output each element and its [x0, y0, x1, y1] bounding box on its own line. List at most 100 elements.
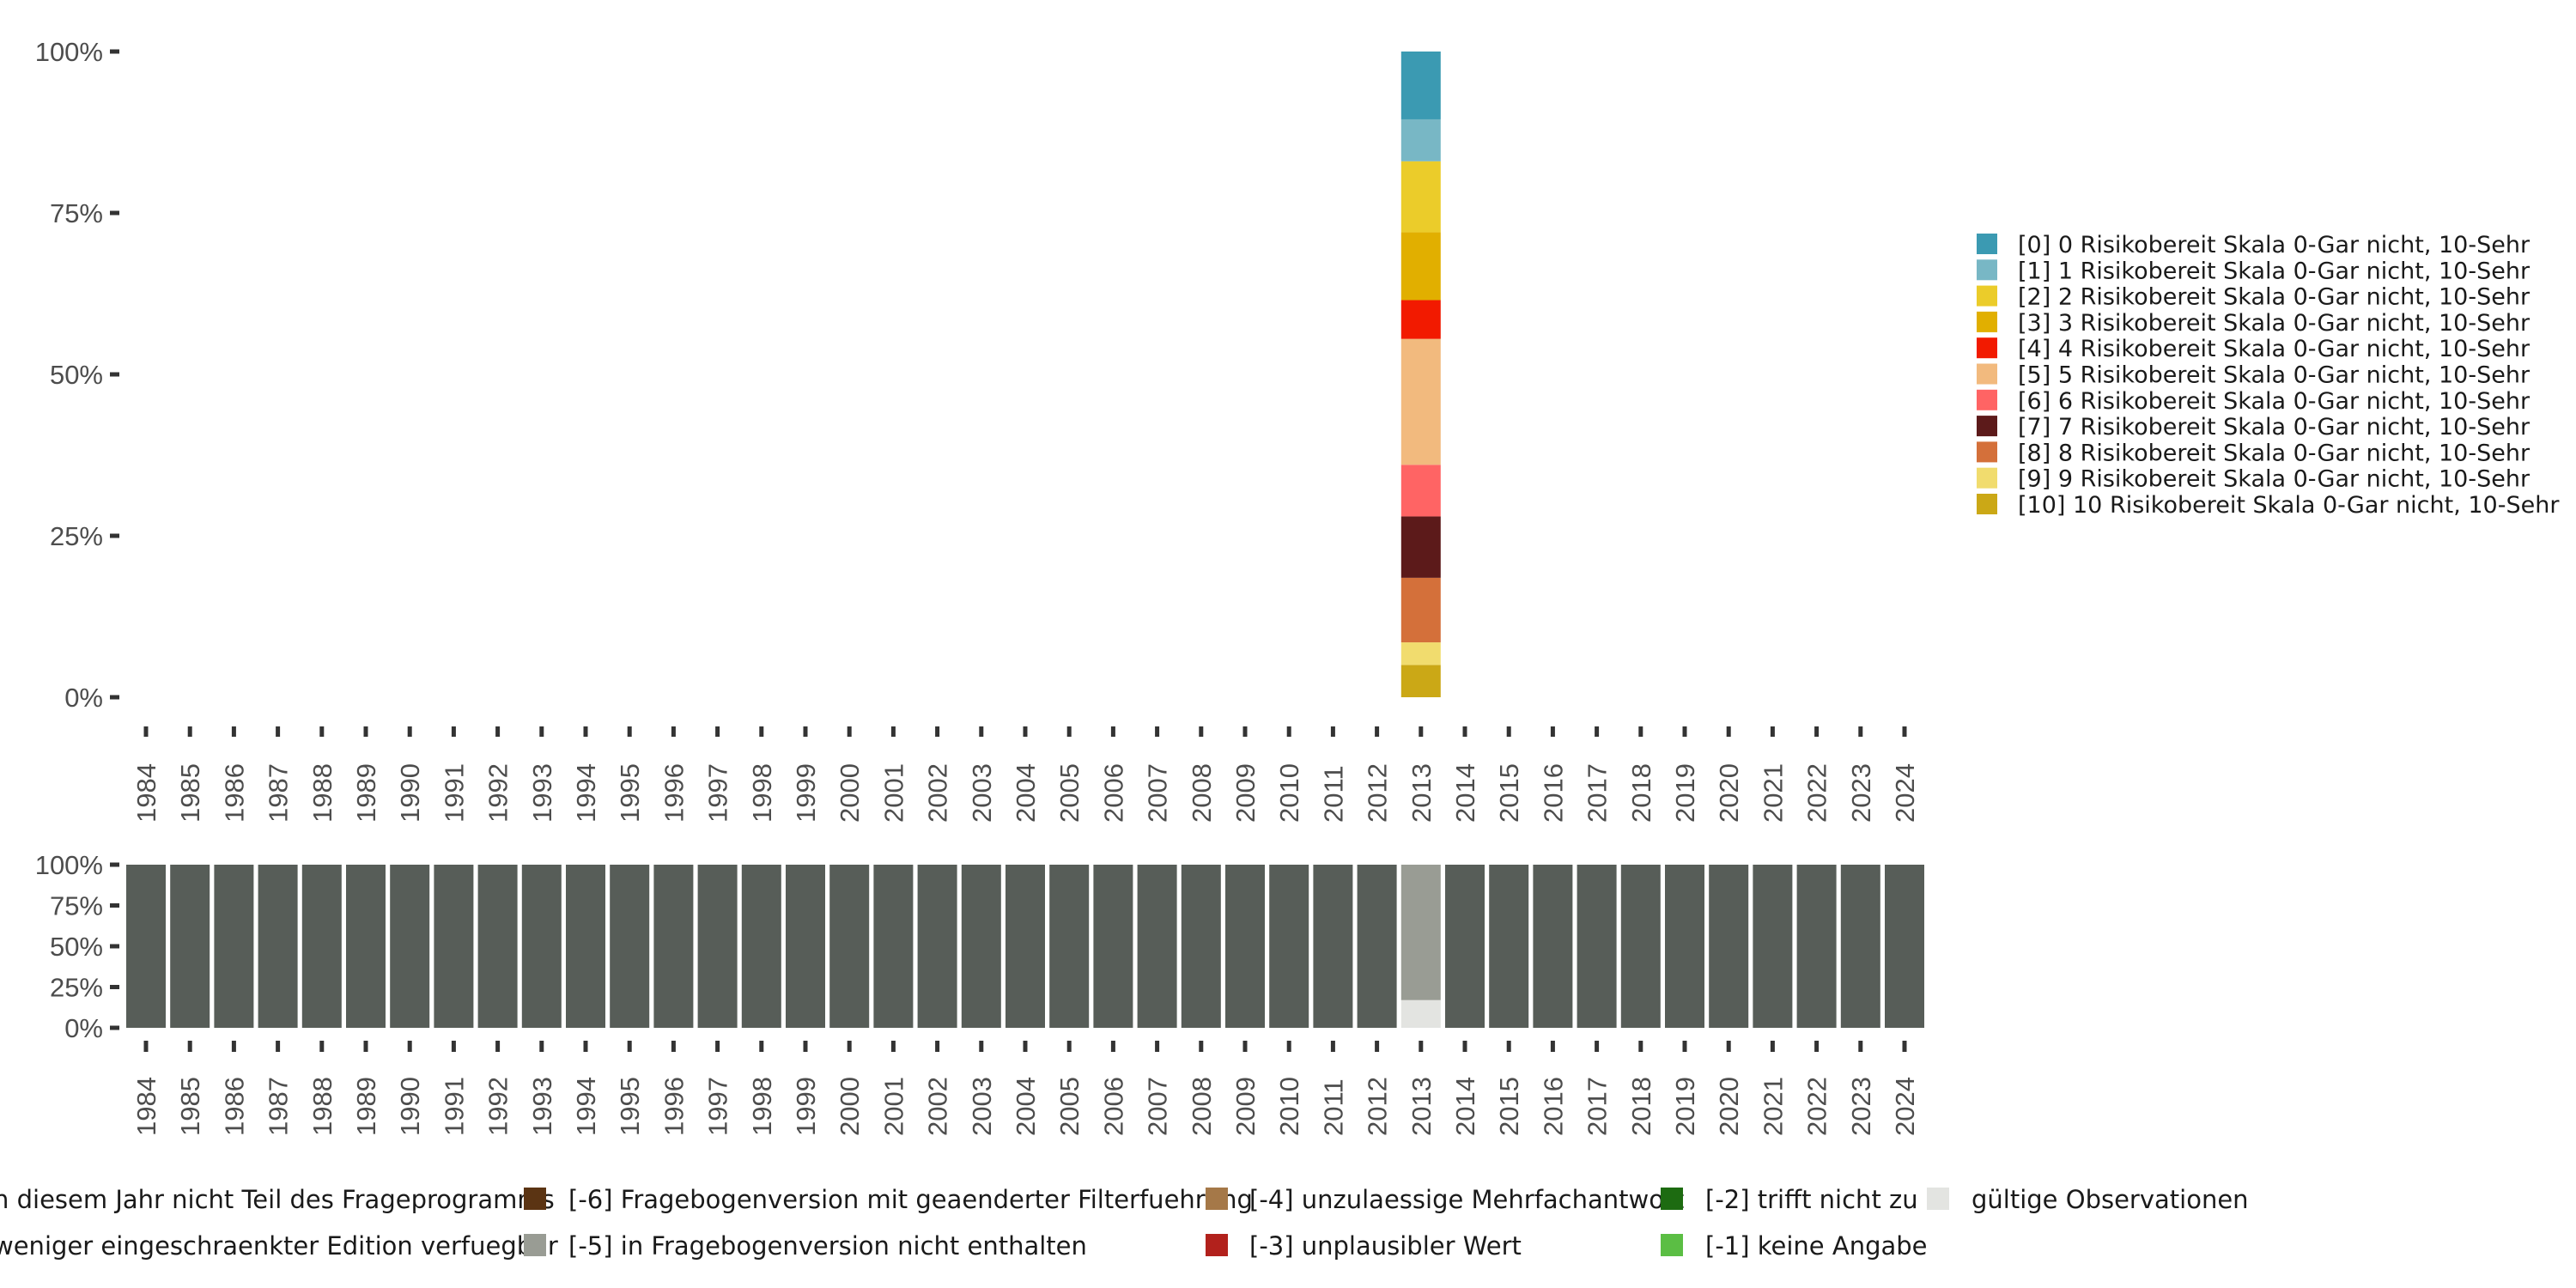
top-x-tick-label: 1996: [659, 763, 689, 823]
bottom-bar-segment: [1840, 865, 1880, 1028]
legend-swatch: [1977, 389, 1997, 410]
bottom-x-tick-label: 2001: [878, 1077, 908, 1136]
bottom-x-tick-label: 1990: [395, 1077, 425, 1136]
bottom-bar-segment: [390, 865, 430, 1028]
top-x-tick-label: 1988: [307, 763, 337, 823]
legend-label: [4] 4 Risikobereit Skala 0-Gar nicht, 10…: [2018, 336, 2530, 362]
bottom-x-tick-label: 2015: [1494, 1077, 1524, 1136]
legend-label: gültige Observationen: [1971, 1185, 2249, 1214]
top-bar-segment: [1400, 642, 1441, 665]
top-x-tick-label: 2001: [878, 763, 908, 823]
bottom-x-tick-label: 1996: [659, 1077, 689, 1136]
top-x-tick-label: 2002: [923, 763, 953, 823]
legend-swatch: [1661, 1234, 1683, 1256]
bottom-x-tick-label: 2004: [1011, 1077, 1041, 1136]
bottom-x-tick-label: 1999: [791, 1077, 821, 1136]
bottom-bar-segment: [697, 865, 738, 1028]
legend-swatch: [1927, 1188, 1949, 1210]
bottom-x-tick-label: 2013: [1406, 1077, 1437, 1136]
legend-swatch: [1206, 1188, 1228, 1210]
top-x-tick-label: 2020: [1714, 763, 1744, 823]
top-x-tick-label: 2004: [1011, 763, 1041, 823]
top-x-tick-label: 2013: [1406, 763, 1437, 823]
bottom-bar-segment: [610, 865, 650, 1028]
top-x-tick-label: 1992: [483, 763, 513, 823]
bottom-bar-segment: [961, 865, 1001, 1028]
top-bar-segment: [1400, 161, 1441, 233]
bottom-bar-segment: [1533, 865, 1573, 1028]
top-x-tick-label: 1985: [175, 763, 205, 823]
top-legend: [0] 0 Risikobereit Skala 0-Gar nicht, 10…: [1977, 232, 2560, 519]
bottom-x-tick-label: 1992: [483, 1077, 513, 1136]
legend-label: [0] 0 Risikobereit Skala 0-Gar nicht, 10…: [2018, 232, 2530, 258]
bottom-bar-segment: [1665, 865, 1704, 1028]
top-x-tick-label: 2023: [1846, 763, 1876, 823]
top-bar-segment: [1400, 665, 1441, 697]
bottom-y-tick-label: 50%: [50, 932, 103, 962]
bottom-bar-segment: [477, 865, 518, 1028]
bottom-bar-segment: [346, 865, 386, 1028]
bottom-x-tick-label: 2020: [1714, 1077, 1744, 1136]
bottom-x-tick-label: 2011: [1318, 1078, 1348, 1136]
bottom-x-tick-label: 2023: [1846, 1077, 1876, 1136]
bottom-bar-segment: [1093, 865, 1133, 1028]
legend-swatch: [1977, 416, 1997, 437]
bottom-x-tick-label: 2009: [1230, 1077, 1261, 1136]
legend-label: [3] 3 Risikobereit Skala 0-Gar nicht, 10…: [2018, 310, 2530, 337]
bottom-x-tick-label: 1994: [571, 1077, 601, 1136]
top-x-tick-label: 1990: [395, 763, 425, 823]
bottom-bar-segment: [1445, 865, 1485, 1028]
top-bar-segment: [1400, 516, 1441, 578]
top-chart: 0% 25% 50% 75% 100% 1984 1985 1986 1987 1988 1989 1…: [35, 37, 1920, 823]
bottom-chart: 0% 25% 50% 75% 100% 1984 1985 1986 1987 1988 1989 1…: [35, 850, 1924, 1136]
bottom-bar-segment: [1049, 865, 1090, 1028]
top-x-tick-label: 2006: [1098, 763, 1128, 823]
top-x-tick-label: 1997: [703, 763, 733, 823]
top-x-tick-label: 2014: [1450, 763, 1480, 823]
top-x-tick-label: 2024: [1890, 763, 1920, 823]
top-x-tick-label: 1991: [439, 763, 469, 823]
legend-label: [-6] Fragebogenversion mit geaenderter F…: [568, 1185, 1253, 1214]
legend-label: n diesem Jahr nicht Teil des Frageprogra…: [0, 1185, 555, 1214]
bottom-legend: n diesem Jahr nicht Teil des Frageprogra…: [0, 1185, 2249, 1261]
bottom-bar-segment: [1313, 865, 1353, 1028]
bottom-x-tick-label: 2007: [1143, 1077, 1173, 1136]
legend-label: weniger eingeschraenkter Edition verfueg…: [0, 1231, 558, 1261]
top-y-tick-label: 75%: [50, 198, 103, 228]
bottom-bar-segment: [214, 865, 254, 1028]
top-x-tick-label: 2018: [1626, 763, 1656, 823]
top-x-tick-label: 2011: [1318, 765, 1348, 823]
bottom-x-tick-label: 1997: [703, 1077, 733, 1136]
bottom-x-tick-label: 1989: [351, 1077, 381, 1136]
bottom-bar-segment: [170, 865, 210, 1028]
bottom-bar-segment: [1885, 865, 1924, 1028]
bottom-bar-segment: [1620, 865, 1661, 1028]
top-bar-segment: [1400, 465, 1441, 517]
top-x-tick-label: 2009: [1230, 763, 1261, 823]
bottom-bar-segment: [521, 865, 562, 1028]
bottom-x-tick-label: 2005: [1054, 1077, 1084, 1136]
bottom-x-tick-label: 2003: [967, 1077, 997, 1136]
top-x-tick-label: 2021: [1758, 763, 1788, 823]
legend-swatch: [1661, 1188, 1683, 1210]
legend-label: [2] 2 Risikobereit Skala 0-Gar nicht, 10…: [2018, 284, 2530, 311]
bottom-bar-segment: [1577, 865, 1617, 1028]
bottom-bar-segment: [126, 865, 166, 1028]
bottom-bar-segment: [1796, 865, 1837, 1028]
legend-label: [-2] trifft nicht zu: [1705, 1185, 1918, 1214]
bottom-bar-segment: [1225, 865, 1265, 1028]
legend-label: [-4] unzulaessige Mehrfachantwort: [1249, 1185, 1684, 1214]
legend-label: [6] 6 Risikobereit Skala 0-Gar nicht, 10…: [2018, 388, 2530, 415]
legend-swatch: [1977, 234, 1997, 254]
top-x-tick-label: 1998: [747, 763, 777, 823]
bottom-y-tick-label: 0%: [64, 1013, 103, 1043]
top-x-tick-label: 1999: [791, 763, 821, 823]
bottom-x-tick-label: 1986: [219, 1077, 249, 1136]
bottom-x-tick-label: 2016: [1538, 1077, 1568, 1136]
bottom-y-tick-label: 75%: [50, 891, 103, 921]
bottom-x-tick-label: 1985: [175, 1077, 205, 1136]
bottom-bar-segment: [917, 865, 957, 1028]
bottom-x-tick-label: 2008: [1187, 1077, 1217, 1136]
top-x-tick-label: 2010: [1274, 763, 1304, 823]
legend-label: [10] 10 Risikobereit Skala 0-Gar nicht, …: [2018, 492, 2560, 519]
